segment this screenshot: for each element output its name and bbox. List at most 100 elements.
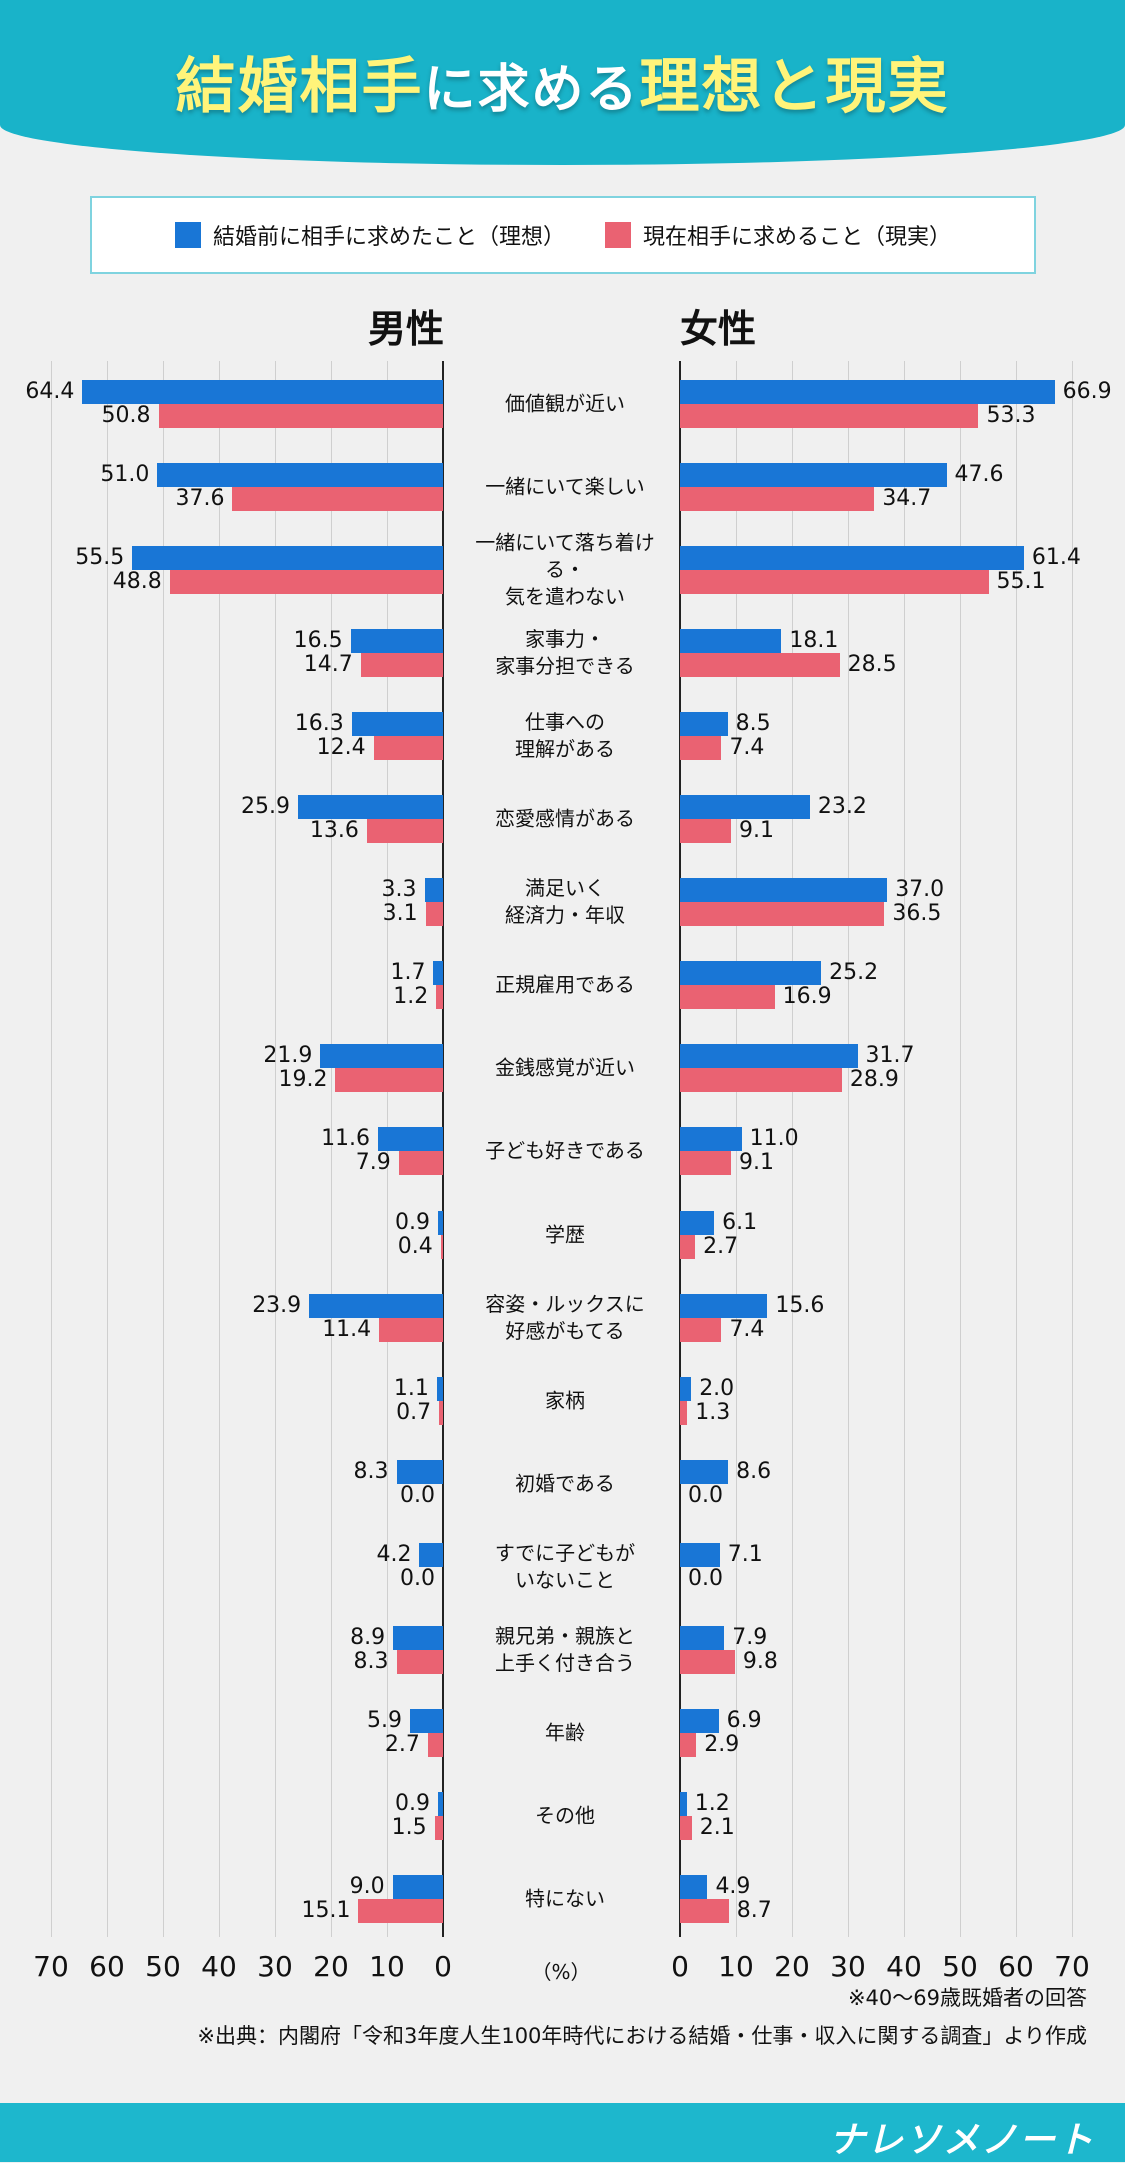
bar-male-ideal (396, 1459, 443, 1484)
bar-male-ideal (132, 546, 443, 571)
bar-female-ideal (680, 795, 810, 820)
gridline (1016, 361, 1017, 1937)
bar-female-real (680, 819, 731, 844)
title-banner (0, 0, 1125, 165)
bar-male-real (436, 985, 443, 1010)
bar-female-real (680, 653, 840, 678)
value-label-female-real: 9.1 (738, 1150, 774, 1176)
value-label-female-real: 28.5 (847, 652, 897, 678)
bar-male-ideal (309, 1293, 443, 1318)
bar-male-real (169, 570, 443, 595)
bar-female-real (680, 1732, 697, 1757)
bar-female-real (680, 1151, 731, 1176)
value-label-male-ideal: 0.9 (394, 1209, 430, 1235)
value-label-female-real: 7.4 (729, 735, 765, 761)
value-label-male-ideal: 0.9 (394, 1790, 430, 1816)
x-tick-label-male: 60 (89, 1950, 125, 1983)
panel-title-female: 女性 (680, 307, 757, 351)
bar-female-real (680, 1815, 692, 1840)
bar-male-ideal (433, 961, 443, 986)
x-tick-label-female: 40 (886, 1950, 922, 1983)
value-label-male-ideal: 8.9 (350, 1624, 386, 1650)
value-label-female-ideal: 11.0 (749, 1126, 799, 1152)
brand-logo: ナレソメノート (828, 2120, 1095, 2161)
gridline (331, 361, 332, 1937)
value-label-male-ideal: 55.5 (75, 545, 125, 571)
category-label: 価値観が近い (505, 391, 625, 416)
bar-male-real (373, 736, 443, 761)
value-label-female-ideal: 1.2 (694, 1790, 730, 1816)
value-label-male-ideal: 8.3 (353, 1458, 389, 1484)
value-label-male-ideal: 25.9 (240, 794, 290, 820)
bar-female-ideal (680, 380, 1055, 404)
legend-swatch-blue (174, 222, 201, 248)
value-label-male-ideal: 21.9 (263, 1043, 313, 1069)
bar-female-real (680, 1068, 842, 1093)
value-label-female-real: 53.3 (986, 403, 1036, 428)
bar-male-real (440, 1234, 443, 1259)
title-part: に求める (423, 60, 640, 120)
gridline (904, 361, 905, 1937)
bar-female-ideal (680, 629, 782, 654)
value-label-female-ideal: 31.7 (865, 1043, 915, 1069)
title-part: 結婚相手 (175, 52, 424, 122)
bar-female-ideal (680, 1293, 768, 1318)
value-label-female-real: 8.7 (736, 1897, 772, 1923)
bar-male-real (158, 404, 443, 428)
gridline (848, 361, 849, 1937)
bar-male-ideal (378, 1127, 443, 1152)
panel-title-male: 男性 (368, 307, 445, 351)
x-tick-label-female: 0 (671, 1950, 689, 1983)
legend: 結婚前に相手に求めたこと（理想） 現在相手に求めること（現実） (90, 196, 1036, 274)
value-label-male-real: 14.7 (303, 652, 353, 678)
bar-male-ideal (436, 1376, 443, 1401)
value-label-male-real: 0.0 (400, 1565, 435, 1591)
value-label-male-ideal: 3.3 (381, 877, 417, 903)
value-label-female-ideal: 2.0 (699, 1375, 735, 1401)
category-label: 親兄弟・親族と 上手く付き合う (495, 1623, 635, 1675)
gridline (275, 361, 276, 1937)
gridline (51, 361, 52, 1937)
bar-male-real (439, 1400, 443, 1425)
value-label-female-real: 9.1 (738, 818, 774, 844)
bar-female-real (680, 570, 989, 595)
x-tick-label-male: 20 (313, 1950, 349, 1983)
value-label-male-real: 11.4 (322, 1316, 372, 1342)
x-tick-label-male: 0 (434, 1950, 452, 1983)
category-label: 家事力・ 家事分担できる (495, 627, 635, 679)
unit-label: （%） (531, 1960, 591, 1984)
category-label: 年齢 (545, 1720, 585, 1745)
value-label-male-real: 0.7 (396, 1399, 432, 1425)
bar-male-real (232, 487, 443, 512)
bar-male-ideal (424, 878, 443, 903)
value-label-female-real: 16.9 (782, 984, 832, 1010)
bar-female-ideal (680, 1376, 692, 1401)
value-label-female-real: 0.0 (688, 1482, 723, 1508)
category-label: すでに子どもが いないこと (494, 1540, 636, 1592)
x-tick-label-female: 50 (942, 1950, 978, 1983)
bar-female-ideal (680, 546, 1024, 571)
bar-female-real (680, 404, 979, 428)
footer-bar: ナレソメノート (0, 2103, 1125, 2162)
value-label-female-real: 55.1 (996, 569, 1046, 595)
value-label-male-ideal: 1.7 (390, 960, 426, 986)
value-label-male-real: 7.9 (355, 1150, 391, 1176)
value-label-male-real: 8.3 (353, 1648, 389, 1674)
x-tick-label-male: 10 (369, 1950, 405, 1983)
value-label-female-ideal: 8.5 (735, 711, 771, 737)
bar-female-real (680, 985, 775, 1010)
gridline (792, 361, 793, 1937)
value-label-male-ideal: 64.4 (25, 379, 75, 404)
bar-male-real (366, 819, 443, 844)
zero-axis-male (442, 361, 444, 1937)
bar-female-ideal (680, 1459, 729, 1484)
bar-female-ideal (680, 1210, 715, 1235)
bar-male-ideal (297, 795, 443, 820)
value-label-female-ideal: 66.9 (1062, 379, 1112, 404)
value-label-female-real: 2.7 (703, 1233, 739, 1259)
bar-male-real (396, 1649, 443, 1674)
value-label-male-real: 2.7 (384, 1731, 420, 1757)
bar-female-real (680, 487, 875, 512)
bar-female-real (680, 1649, 735, 1674)
bar-male-ideal (351, 712, 443, 737)
